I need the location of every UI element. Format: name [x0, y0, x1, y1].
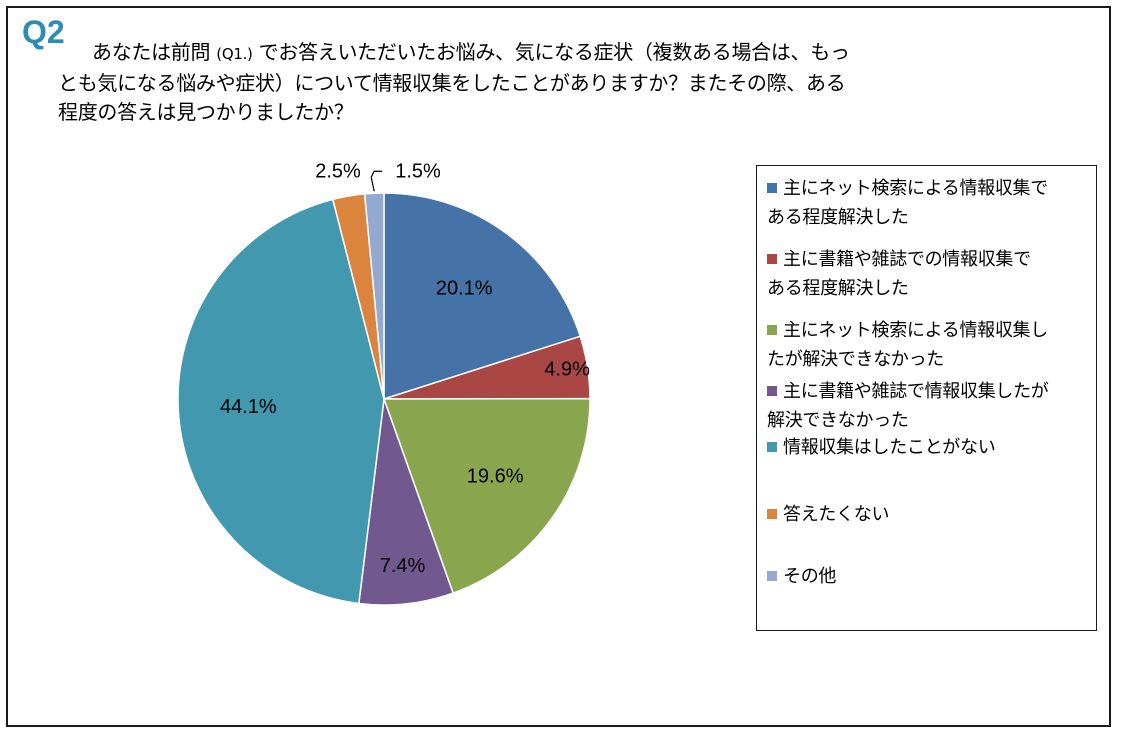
legend-item-3-line-2: たが解決できなかった [767, 345, 1092, 374]
pie-slice-7 [363, 192, 385, 400]
slice-label-5: 44.1% [220, 396, 277, 418]
legend-text-4-1: 主に書籍や雑誌で情報収集したが [783, 381, 1049, 402]
legend-swatch-1 [767, 183, 777, 193]
legend-text-3-2: たが解決できなかった [767, 349, 944, 370]
legend-item-7: その他 [767, 562, 1092, 591]
slice-label-4: 7.4% [380, 555, 426, 577]
slice-label-6: 2.5% [315, 160, 361, 182]
question-line-2: とも気になる悩みや症状）について情報収集をしたことがありますか？またその際、ある [58, 71, 846, 95]
legend-text-5-1: 情報収集はしたことがない [783, 437, 996, 458]
slice-label-1: 20.1% [436, 277, 493, 299]
legend-text-4-2: 解決できなかった [767, 410, 909, 431]
legend-text-2-1: 主に書籍や雑誌での情報収集で [783, 249, 1031, 270]
legend-item-1-line-1: 主にネット検索による情報収集で [767, 174, 1092, 203]
pie-slice-5 [177, 198, 385, 605]
chart-legend: 主にネット検索による情報収集で ある程度解決した 主に書籍や雑誌での情報収集で ある程… [756, 165, 1097, 631]
legend-item-4-line-1: 主に書籍や雑誌で情報収集したが [767, 377, 1092, 406]
legend-swatch-7 [767, 571, 777, 581]
question-line-1-a: あなたは前問 [92, 40, 211, 64]
legend-swatch-4 [767, 386, 777, 396]
legend-item-1-line-2: ある程度解決した [767, 203, 1092, 232]
slice-label-7: 1.5% [395, 160, 441, 182]
legend-item-7-line-1: その他 [767, 562, 1092, 591]
legend-text-1-2: ある程度解決した [767, 207, 909, 228]
legend-item-4-line-2: 解決できなかった [767, 406, 1092, 435]
legend-item-3-line-1: 主にネット検索による情報収集し [767, 316, 1092, 345]
legend-item-2-line-2: ある程度解決した [767, 274, 1092, 303]
legend-item-6-line-1: 答えたくない [767, 500, 1092, 529]
question-line-1-b: でお答えいただいたお悩み、気になる症状（複数ある場合は、もっ [258, 40, 850, 64]
legend-text-2-2: ある程度解決した [767, 278, 909, 299]
pie-slice-3 [382, 397, 591, 595]
legend-item-3: 主にネット検索による情報収集したが解決できなかった [767, 316, 1092, 374]
question-number: Q2 [22, 14, 65, 50]
question-text: あなたは前問 (Q1.) でお答えいただいたお悩み、気になる症状（複数ある場合は… [58, 38, 938, 127]
question-line-1: あなたは前問 (Q1.) でお答えいただいたお悩み、気になる症状（複数ある場合は… [58, 38, 938, 69]
legend-text-1-1: 主にネット検索による情報収集で [783, 178, 1048, 199]
legend-text-7-1: その他 [783, 566, 837, 587]
legend-text-3-1: 主にネット検索による情報収集し [783, 320, 1048, 341]
slice-label-2: 4.9% [544, 359, 590, 381]
legend-swatch-3 [767, 325, 777, 335]
slice-label-3: 19.6% [467, 466, 524, 488]
pie-slice-1 [383, 192, 582, 401]
legend-item-2: 主に書籍や雑誌での情報収集である程度解決した [767, 245, 1092, 303]
legend-item-1: 主にネット検索による情報収集である程度解決した [767, 174, 1092, 232]
legend-swatch-5 [767, 442, 777, 452]
legend-item-5-line-1: 情報収集はしたことがない [767, 433, 1092, 462]
legend-item-4: 主に書籍や雑誌で情報収集したが解決できなかった [767, 377, 1092, 435]
question-line-3: 程度の答えは見つかりましたか？ [58, 100, 354, 124]
legend-text-6-1: 答えたくない [783, 504, 890, 525]
legend-item-2-line-1: 主に書籍や雑誌での情報収集で [767, 245, 1092, 274]
question-ref: (Q1.) [216, 45, 253, 63]
legend-item-6: 答えたくない [767, 500, 1092, 529]
legend-swatch-6 [767, 509, 777, 519]
leader-line-other [370, 170, 383, 192]
legend-item-5: 情報収集はしたことがない [767, 433, 1092, 462]
chart-frame [6, 6, 1111, 727]
legend-swatch-2 [767, 254, 777, 264]
